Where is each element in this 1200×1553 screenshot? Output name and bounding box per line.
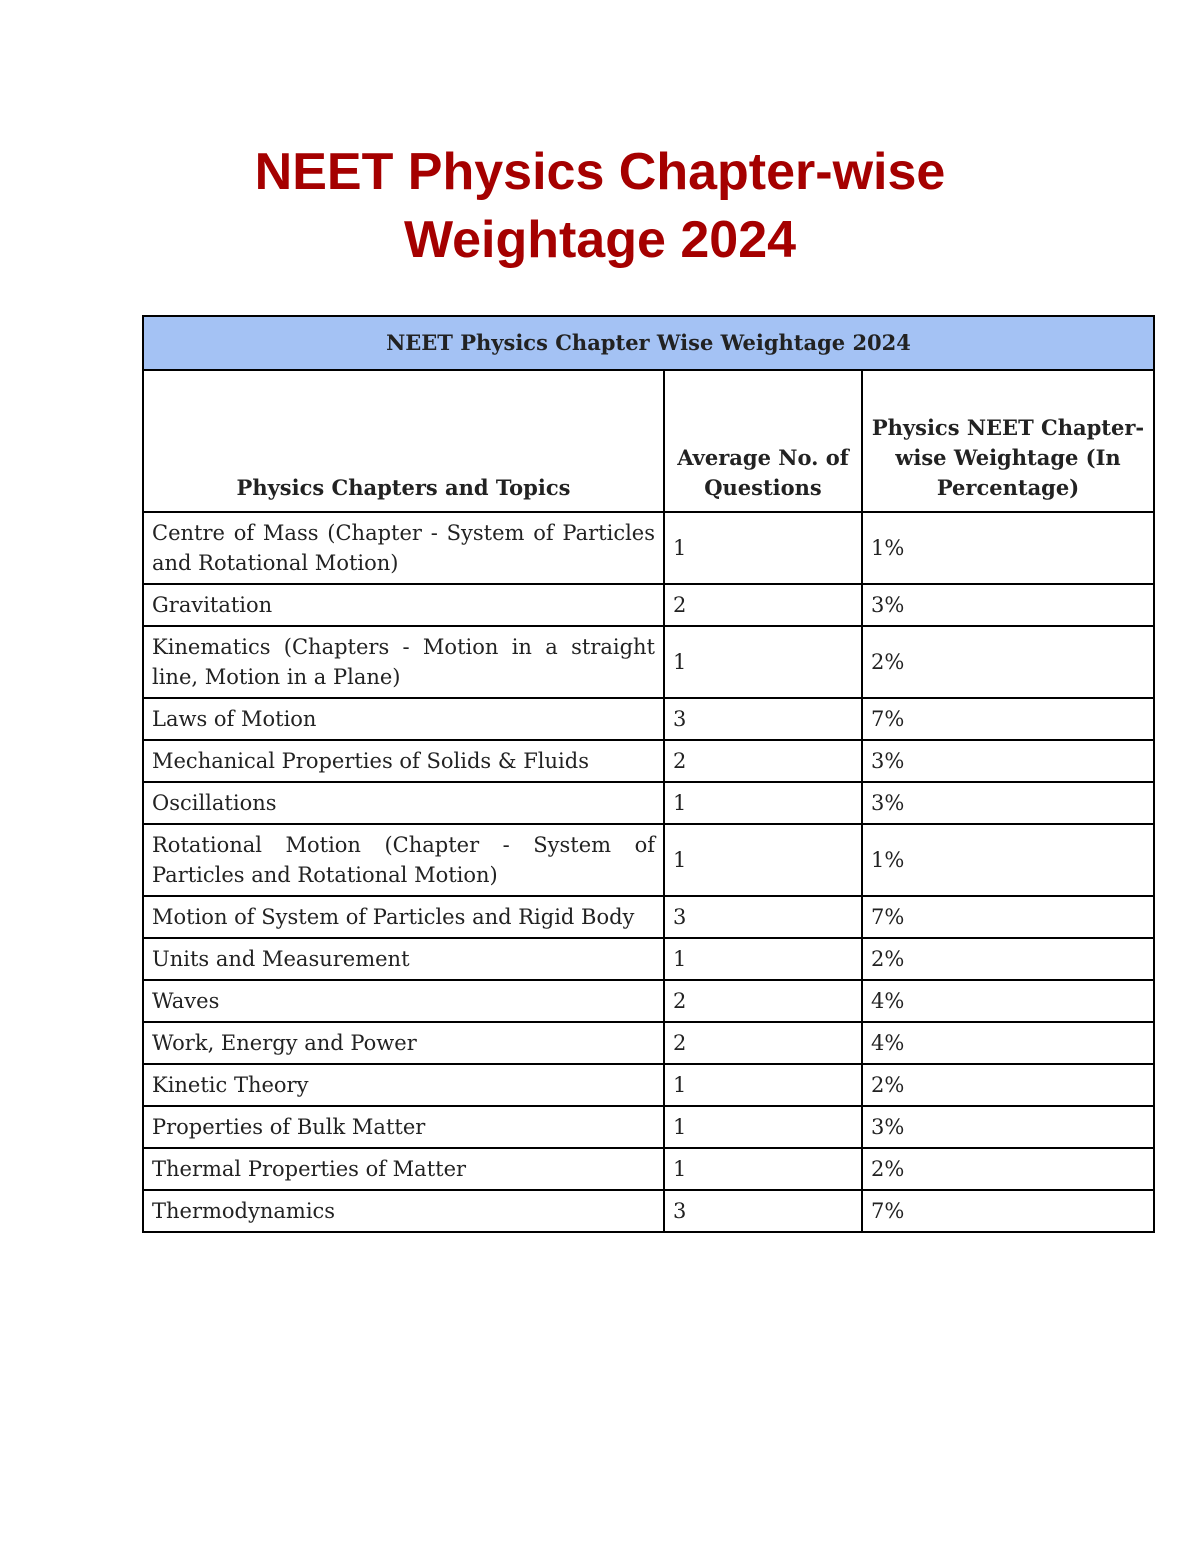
weightage-cell: 1% [861, 511, 1155, 585]
chapter-cell: Kinetic Theory [142, 1063, 665, 1107]
chapter-cell: Gravitation [142, 583, 665, 627]
chapter-cell: Waves [142, 979, 665, 1023]
table-caption: NEET Physics Chapter Wise Weightage 2024 [142, 315, 1155, 371]
table-row: Thermal Properties of Matter 1 2% [142, 1147, 1155, 1191]
weightage-cell: 7% [861, 697, 1155, 741]
questions-cell: 2 [663, 583, 863, 627]
weightage-cell: 3% [861, 781, 1155, 825]
table-row: Mechanical Properties of Solids & Fluids… [142, 739, 1155, 783]
table-row: Rotational Motion (Chapter - System of P… [142, 823, 1155, 897]
chapter-cell: Laws of Motion [142, 697, 665, 741]
questions-cell: 2 [663, 739, 863, 783]
table-row: Gravitation 2 3% [142, 583, 1155, 627]
table-row: Units and Measurement 1 2% [142, 937, 1155, 981]
weightage-cell: 2% [861, 625, 1155, 699]
header-chapters: Physics Chapters and Topics [142, 369, 665, 513]
questions-cell: 1 [663, 823, 863, 897]
weightage-table: NEET Physics Chapter Wise Weightage 2024… [142, 315, 1155, 1233]
weightage-cell: 7% [861, 1189, 1155, 1233]
chapter-cell: Properties of Bulk Matter [142, 1105, 665, 1149]
table-row: Oscillations 1 3% [142, 781, 1155, 825]
weightage-cell: 3% [861, 1105, 1155, 1149]
header-questions: Average No. of Questions [663, 369, 863, 513]
questions-cell: 1 [663, 1105, 863, 1149]
weightage-cell: 1% [861, 823, 1155, 897]
header-weightage: Physics NEET Chapter-wise Weightage (In … [861, 369, 1155, 513]
questions-cell: 1 [663, 1063, 863, 1107]
questions-cell: 1 [663, 1147, 863, 1191]
chapter-cell: Units and Measurement [142, 937, 665, 981]
title-line-1: NEET Physics Chapter-wise [254, 143, 946, 201]
page-title: NEET Physics Chapter-wise Weightage 2024 [0, 138, 1200, 274]
chapter-cell: Work, Energy and Power [142, 1021, 665, 1065]
weightage-cell: 7% [861, 895, 1155, 939]
table-row: Waves 2 4% [142, 979, 1155, 1023]
weightage-cell: 3% [861, 583, 1155, 627]
chapter-cell: Motion of System of Particles and Rigid … [142, 895, 665, 939]
questions-cell: 3 [663, 1189, 863, 1233]
questions-cell: 3 [663, 895, 863, 939]
weightage-cell: 4% [861, 1021, 1155, 1065]
questions-cell: 2 [663, 979, 863, 1023]
chapter-cell: Kinematics (Chapters - Motion in a strai… [142, 625, 665, 699]
title-line-2: Weightage 2024 [403, 211, 797, 269]
table-row: Kinetic Theory 1 2% [142, 1063, 1155, 1107]
chapter-cell: Rotational Motion (Chapter - System of P… [142, 823, 665, 897]
weightage-cell: 2% [861, 937, 1155, 981]
weightage-cell: 2% [861, 1147, 1155, 1191]
questions-cell: 1 [663, 937, 863, 981]
questions-cell: 1 [663, 781, 863, 825]
table-row: Laws of Motion 3 7% [142, 697, 1155, 741]
questions-cell: 2 [663, 1021, 863, 1065]
table-row: Work, Energy and Power 2 4% [142, 1021, 1155, 1065]
chapter-cell: Thermodynamics [142, 1189, 665, 1233]
table-row: Thermodynamics 3 7% [142, 1189, 1155, 1233]
table-row: Kinematics (Chapters - Motion in a strai… [142, 625, 1155, 699]
table-row: Motion of System of Particles and Rigid … [142, 895, 1155, 939]
chapter-cell: Centre of Mass (Chapter - System of Part… [142, 511, 665, 585]
chapter-cell: Mechanical Properties of Solids & Fluids [142, 739, 665, 783]
chapter-cell: Thermal Properties of Matter [142, 1147, 665, 1191]
chapter-cell: Oscillations [142, 781, 665, 825]
table-row: Centre of Mass (Chapter - System of Part… [142, 511, 1155, 585]
weightage-cell: 2% [861, 1063, 1155, 1107]
table-row: Properties of Bulk Matter 1 3% [142, 1105, 1155, 1149]
questions-cell: 3 [663, 697, 863, 741]
questions-cell: 1 [663, 511, 863, 585]
weightage-cell: 4% [861, 979, 1155, 1023]
weightage-cell: 3% [861, 739, 1155, 783]
questions-cell: 1 [663, 625, 863, 699]
